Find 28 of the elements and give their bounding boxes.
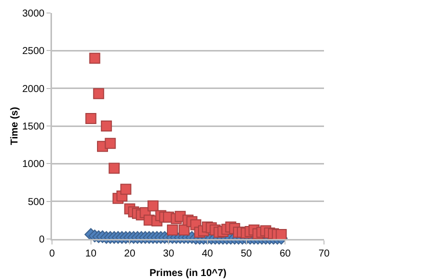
y-tick-label: 3000: [22, 8, 45, 20]
y-tick-label: 500: [28, 196, 45, 208]
point: [85, 112, 96, 124]
x-axis-title: Primes (in 10^7): [150, 268, 226, 279]
x-tick-label: 0: [49, 248, 56, 260]
y-tick-label: 0: [38, 234, 45, 246]
x-tick-label: 20: [124, 248, 136, 260]
point: [148, 200, 159, 212]
x-tick-label: 30: [163, 248, 175, 260]
point: [166, 224, 178, 236]
point: [108, 162, 120, 174]
point: [93, 88, 104, 100]
point: [178, 224, 190, 236]
x-tick-label: 60: [280, 248, 292, 260]
x-tick-label: 40: [202, 248, 214, 260]
x-tick-label: 70: [318, 248, 330, 260]
x-tick-label: 10: [85, 248, 97, 260]
point: [104, 138, 116, 149]
y-tick-label: 1000: [22, 159, 45, 170]
point: [120, 184, 132, 195]
point: [276, 228, 287, 240]
y-tick-label: 1500: [22, 122, 45, 132]
point: [89, 52, 100, 64]
point: [100, 120, 112, 132]
x-tick-label: 50: [240, 248, 252, 260]
y-axis-title: Time (s): [9, 106, 20, 146]
y-tick-label: 2000: [22, 84, 45, 95]
y-tick-label: 2500: [22, 46, 45, 58]
